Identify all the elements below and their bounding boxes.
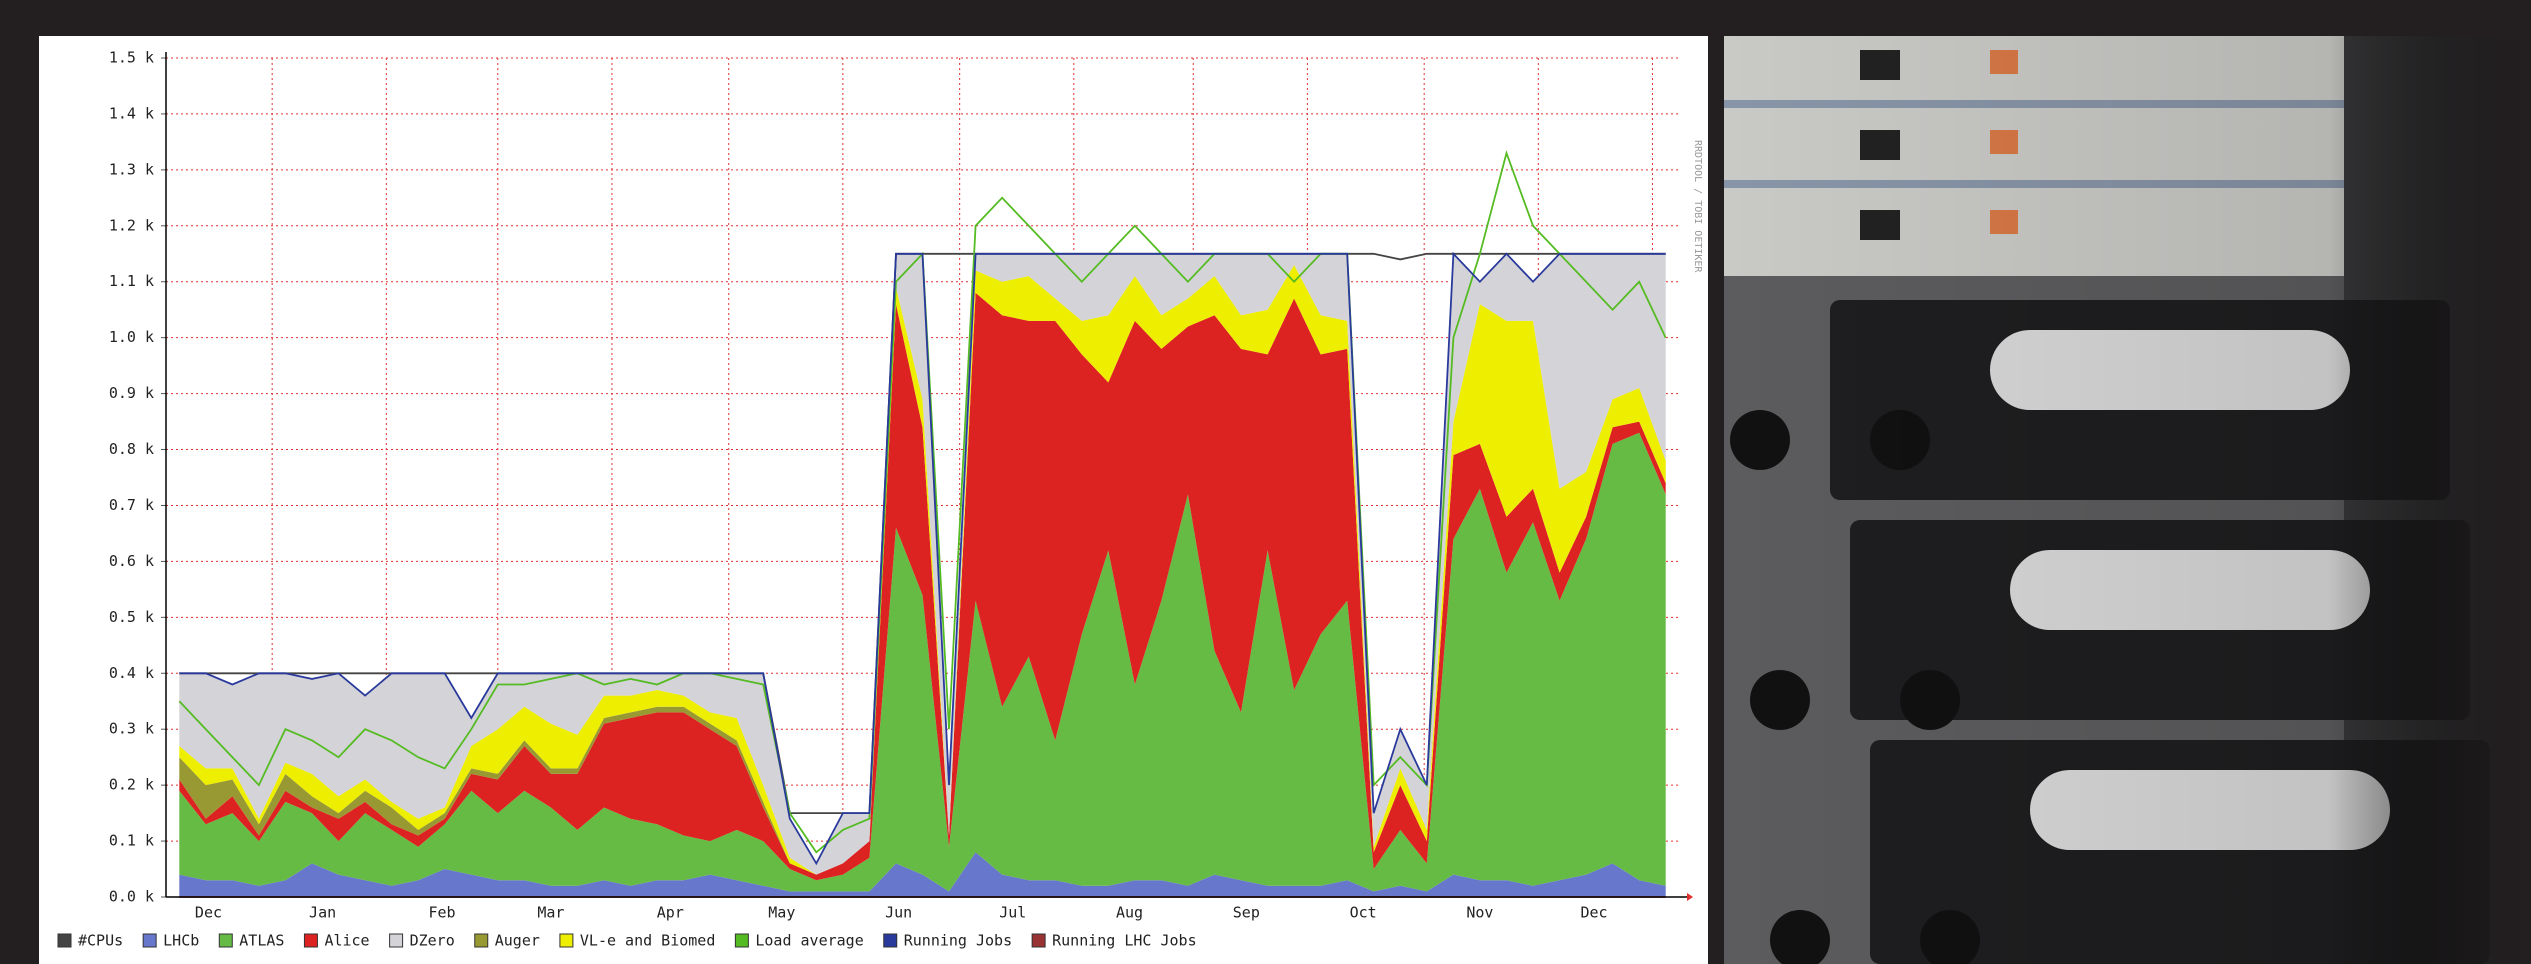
legend-label: #CPUs [78,932,123,950]
y-tick-label: 1.0 k [109,328,154,346]
x-tick-label: Sep [1233,904,1260,922]
y-tick-label: 1.2 k [109,216,154,234]
server-photo [1724,36,2531,964]
legend-swatch [475,934,488,947]
legend-swatch [735,934,748,947]
x-tick-label: May [768,904,795,922]
x-tick-label: Nov [1466,904,1493,922]
x-tick-label: Jul [999,904,1026,922]
x-tick-label: Oct [1350,904,1377,922]
y-tick-label: 0.5 k [109,608,154,626]
page: {"chart_data": { "type": "stacked-area",… [0,0,2531,964]
legend-swatch [560,934,573,947]
legend-label: Alice [324,932,369,950]
y-tick-label: 0.1 k [109,832,154,850]
legend-swatch [58,934,71,947]
legend-swatch [219,934,232,947]
y-tick-label: 0.9 k [109,384,154,402]
legend-label: Running LHC Jobs [1052,932,1197,950]
x-tick-label: Feb [429,904,456,922]
x-tick-label: Aug [1116,904,1143,922]
x-tick-label: Apr [657,904,684,922]
legend-swatch [304,934,317,947]
legend-swatch [1032,934,1045,947]
legend-label: VL-e and Biomed [580,932,715,950]
x-tick-label: Dec [1581,904,1608,922]
x-tick-label: Mar [537,904,564,922]
y-tick-label: 1.3 k [109,160,154,178]
legend-swatch [884,934,897,947]
watermark: RRDTOOL / TOBI OETIKER [1692,140,1703,273]
x-tick-label: Jan [309,904,336,922]
legend-swatch [390,934,403,947]
y-tick-label: 0.0 k [109,888,154,906]
screen: RRDTOOL / TOBI OETIKER 0.0 k 0.1 k 0.2 k 0.… [0,0,2531,964]
y-tick-label: 0.2 k [109,776,154,794]
y-tick-label: 0.4 k [109,664,154,682]
legend-label: DZero [410,932,455,950]
x-tick-label: Dec [195,904,222,922]
y-tick-label: 0.7 k [109,496,154,514]
legend-label: ATLAS [239,932,284,950]
y-tick-label: 0.6 k [109,552,154,570]
legend-label: Running Jobs [904,932,1012,950]
y-tick-label: 0.3 k [109,720,154,738]
legend-label: LHCb [163,932,199,950]
x-tick-label: Jun [885,904,912,922]
y-tick-label: 1.5 k [109,49,154,67]
y-tick-label: 0.8 k [109,440,154,458]
legend-label: Load average [755,932,863,950]
y-tick-label: 1.1 k [109,272,154,290]
legend-swatch [143,934,156,947]
legend-label: Auger [495,932,540,950]
y-tick-label: 1.4 k [109,104,154,122]
